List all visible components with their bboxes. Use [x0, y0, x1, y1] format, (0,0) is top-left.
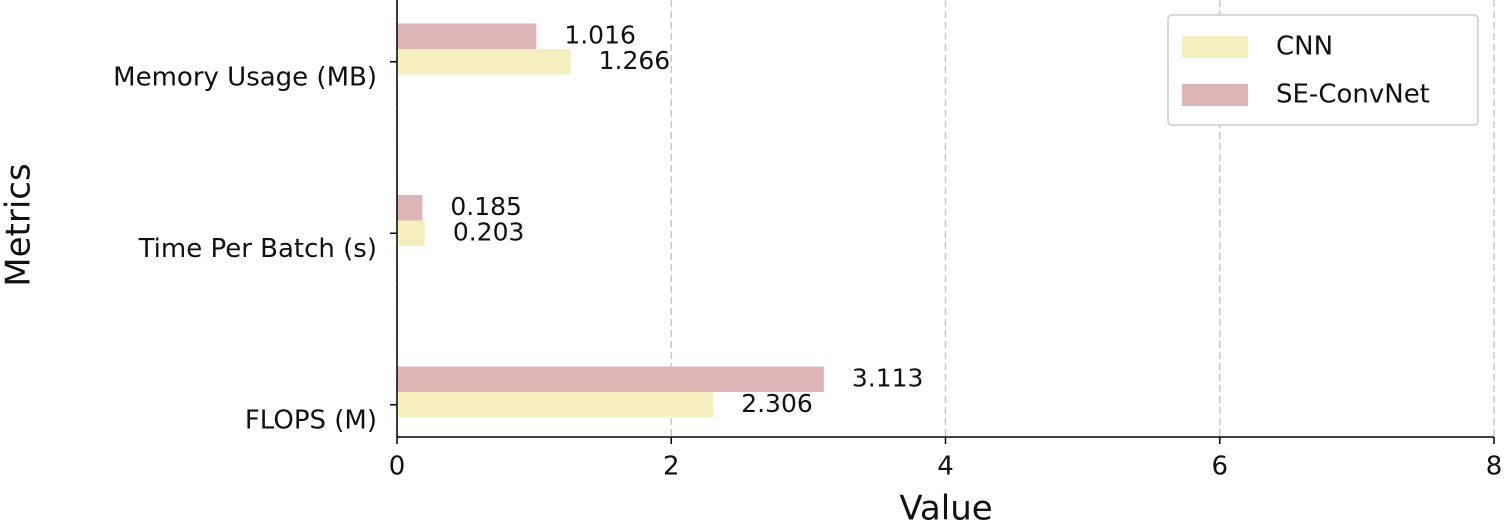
legend-swatch — [1182, 36, 1248, 58]
x-tick-label: 2 — [663, 452, 680, 482]
value-label: 2.306 — [741, 389, 813, 418]
value-label: 1.266 — [599, 46, 671, 75]
bar — [397, 23, 537, 49]
value-label: 0.185 — [450, 192, 522, 221]
y-tick-label: FLOPS (M) — [245, 405, 377, 435]
bar — [397, 49, 571, 75]
y-tick-label: Time Per Batch (s) — [138, 234, 377, 264]
legend: CNN SE-ConvNet — [1167, 14, 1479, 126]
value-label: 1.016 — [564, 20, 636, 49]
legend-swatch — [1182, 84, 1248, 106]
y-tick-label: Memory Usage (MB) — [113, 62, 377, 92]
bar — [397, 220, 425, 246]
y-axis-label: Metrics — [0, 163, 39, 286]
x-tick-label: 8 — [1486, 452, 1503, 482]
bar — [397, 392, 714, 418]
x-tick-label: 4 — [937, 452, 954, 482]
bar — [397, 195, 423, 221]
x-tick-label: 0 — [389, 452, 406, 482]
legend-label: SE-ConvNet — [1276, 80, 1430, 110]
x-axis-label: Value — [899, 489, 992, 527]
legend-label: CNN — [1276, 32, 1333, 62]
bar — [397, 366, 824, 392]
x-tick-label: 6 — [1211, 452, 1228, 482]
value-label: 3.113 — [852, 363, 924, 392]
value-label: 0.203 — [453, 217, 525, 246]
